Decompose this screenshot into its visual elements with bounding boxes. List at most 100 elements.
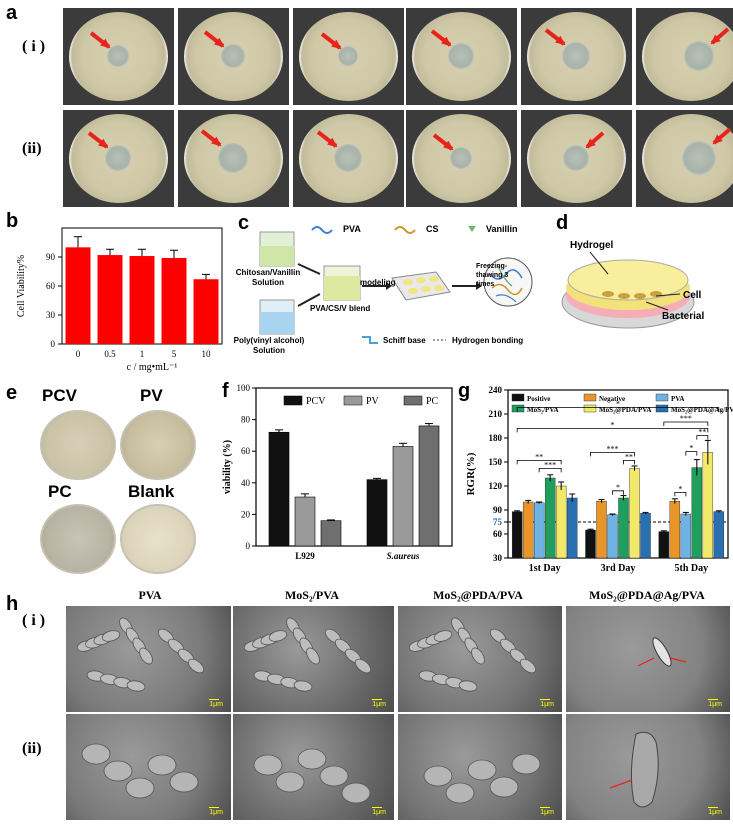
y-axis-label: RGR(%)	[465, 452, 477, 495]
y-tick-label: 40	[241, 478, 251, 488]
red-arrow-icon	[585, 131, 605, 149]
y-tick-label: 180	[489, 433, 503, 443]
bacterium-shape	[81, 743, 111, 765]
bacterium-shape	[293, 680, 313, 692]
significance-bracket	[516, 460, 562, 465]
y-axis-label: Cell Viability%	[16, 255, 27, 317]
panel-h-label: h	[6, 593, 19, 615]
petri-dish-photo	[63, 110, 174, 207]
y-tick-label: 90	[493, 505, 503, 515]
bacterium-shape	[275, 771, 305, 793]
y-tick-label: 90	[46, 252, 56, 262]
scale-bar: 1μm	[209, 809, 223, 816]
bar	[566, 497, 578, 559]
significance-bracket	[516, 428, 709, 433]
bacterium-shape	[103, 760, 133, 782]
arrow-icon	[297, 293, 321, 307]
red-arrow-icon	[432, 133, 454, 151]
inhibition-zone	[105, 145, 131, 171]
y-tick-label: 120	[489, 481, 503, 491]
bar	[596, 500, 607, 559]
bacterium-shape	[101, 630, 121, 642]
x-tick-label: 0	[76, 349, 81, 359]
legend-swatch	[655, 404, 669, 413]
significance-bracket	[696, 435, 709, 440]
bacterium-shape	[126, 680, 146, 692]
bar	[533, 502, 545, 559]
bar	[544, 477, 556, 559]
bacterium-shape	[169, 771, 199, 793]
bar	[129, 256, 155, 344]
legend-label: MoS₂/PVA	[527, 406, 559, 414]
bacterium-shape	[354, 658, 372, 674]
bar	[522, 501, 534, 559]
inhibition-zone	[221, 44, 245, 68]
schiff-base-icon	[362, 336, 378, 344]
y-tick-label: 0	[51, 339, 56, 349]
bacterium-shape	[519, 658, 537, 674]
bacterium-shape	[471, 647, 485, 665]
x-tick-label: S.aureus	[387, 551, 420, 561]
x-axis-label: c / mg•mL⁻¹	[127, 362, 178, 373]
legend-swatch	[343, 395, 363, 406]
petri-dish-photo	[406, 110, 517, 207]
petri-dish-photo	[636, 110, 733, 207]
legend-swatch	[583, 404, 597, 413]
cs-legend-icon	[394, 226, 416, 234]
bacterium-shape	[319, 765, 349, 787]
significance-label: ***	[680, 414, 692, 423]
significance-bracket	[674, 492, 687, 497]
pva-legend-icon	[311, 226, 333, 234]
bacterium-shape	[187, 658, 205, 674]
col-label-pva: PVA	[138, 588, 162, 602]
significance-label: *	[616, 483, 620, 492]
x-tick-label: 1st Day	[529, 563, 561, 574]
dish-pcv	[40, 410, 116, 480]
bacterium-shape	[423, 765, 453, 787]
scale-bar: 1μm	[708, 701, 722, 708]
inhibition-zone	[107, 45, 129, 67]
scale-bar: 1μm	[708, 809, 722, 816]
hydrogel-label: Hydrogel	[570, 240, 614, 251]
x-tick-label: 0.5	[104, 349, 116, 359]
significance-bracket	[663, 421, 709, 426]
bar	[640, 512, 651, 559]
label-pcv: PCV	[42, 386, 77, 405]
y-tick-label: 100	[237, 383, 251, 393]
label-blank: Blank	[128, 482, 175, 501]
legend-vanillin: Vanillin	[486, 224, 518, 234]
panel-b-label: b	[6, 210, 19, 232]
row-label-i: ( i )	[22, 38, 46, 55]
panel-c-label: c	[238, 212, 250, 234]
legend-swatch	[583, 393, 597, 402]
red-arrow-icon	[609, 779, 633, 789]
legend-cs: CS	[426, 224, 439, 234]
modeling-label: modeling	[360, 278, 396, 287]
petri-dish-photo	[521, 8, 632, 105]
bacterium-shape	[467, 759, 497, 781]
red-arrow-icon	[316, 130, 338, 148]
inhibition-zone	[218, 143, 248, 173]
panel-g-label: g	[458, 380, 471, 402]
bar	[366, 479, 388, 547]
legend-swatch	[403, 395, 423, 406]
legend-label: MoS₂@PDA@Ag/PVA	[671, 406, 733, 414]
row-h-label-i: ( i )	[22, 612, 46, 629]
legend-label: PVA	[671, 395, 684, 403]
y-tick-label: 150	[489, 457, 503, 467]
red-arrow-icon	[87, 131, 109, 149]
y-tick-label: 210	[489, 409, 503, 419]
dish-blank	[120, 504, 196, 574]
bar	[658, 531, 670, 559]
significance-label: ***	[544, 460, 556, 469]
scale-bar: 1μm	[540, 701, 554, 708]
sem-image: 1μm	[566, 714, 730, 820]
scale-bar: 1μm	[209, 701, 223, 708]
panel-f-label: f	[222, 380, 229, 402]
x-tick-label: 5th Day	[675, 563, 709, 574]
bar	[418, 425, 440, 547]
blend-label: PVA/CS/V blend	[310, 304, 371, 313]
significance-bracket	[516, 407, 720, 412]
legend-swatch	[511, 393, 525, 402]
schiff-base-label: Schiff base	[383, 336, 426, 345]
